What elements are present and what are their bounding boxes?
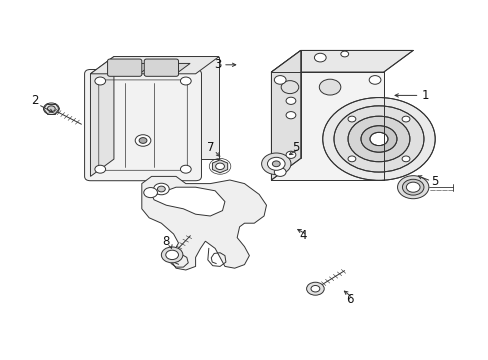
FancyBboxPatch shape bbox=[107, 59, 142, 76]
Polygon shape bbox=[271, 50, 300, 180]
Text: 4: 4 bbox=[299, 229, 306, 242]
Circle shape bbox=[314, 53, 325, 62]
Circle shape bbox=[272, 161, 280, 167]
Circle shape bbox=[322, 98, 434, 180]
Circle shape bbox=[406, 182, 419, 192]
Polygon shape bbox=[271, 50, 412, 72]
Polygon shape bbox=[271, 72, 383, 180]
Circle shape bbox=[285, 97, 295, 104]
Circle shape bbox=[347, 116, 409, 162]
Polygon shape bbox=[110, 63, 153, 74]
Circle shape bbox=[401, 156, 409, 162]
Polygon shape bbox=[212, 160, 227, 173]
Circle shape bbox=[143, 188, 157, 198]
Circle shape bbox=[180, 165, 191, 173]
Circle shape bbox=[135, 135, 150, 146]
Circle shape bbox=[281, 81, 298, 94]
Circle shape bbox=[95, 165, 105, 173]
Circle shape bbox=[165, 250, 178, 260]
Circle shape bbox=[274, 76, 285, 84]
Circle shape bbox=[347, 116, 355, 122]
Circle shape bbox=[95, 77, 105, 85]
Text: 2: 2 bbox=[31, 94, 39, 107]
Circle shape bbox=[397, 176, 428, 199]
Text: 5: 5 bbox=[291, 141, 299, 154]
Polygon shape bbox=[151, 187, 224, 216]
Circle shape bbox=[43, 103, 59, 114]
Circle shape bbox=[368, 76, 380, 84]
FancyBboxPatch shape bbox=[84, 69, 201, 181]
Text: 1: 1 bbox=[421, 89, 428, 102]
Polygon shape bbox=[142, 176, 266, 270]
Text: 5: 5 bbox=[430, 175, 438, 188]
Circle shape bbox=[47, 106, 55, 112]
Text: 7: 7 bbox=[206, 141, 214, 154]
Circle shape bbox=[360, 126, 396, 152]
Text: 6: 6 bbox=[345, 293, 353, 306]
Circle shape bbox=[261, 153, 290, 175]
Circle shape bbox=[139, 138, 146, 143]
Circle shape bbox=[401, 116, 409, 122]
Circle shape bbox=[319, 79, 340, 95]
Circle shape bbox=[161, 247, 183, 263]
Circle shape bbox=[157, 186, 165, 192]
Circle shape bbox=[347, 156, 355, 162]
Circle shape bbox=[402, 179, 423, 195]
Circle shape bbox=[285, 151, 295, 158]
FancyBboxPatch shape bbox=[144, 59, 178, 76]
Circle shape bbox=[267, 157, 285, 170]
Circle shape bbox=[180, 77, 191, 85]
Text: 8: 8 bbox=[162, 235, 170, 248]
Polygon shape bbox=[146, 63, 190, 74]
Circle shape bbox=[333, 106, 423, 172]
Circle shape bbox=[369, 132, 387, 145]
Polygon shape bbox=[114, 57, 219, 159]
Polygon shape bbox=[90, 57, 219, 74]
Circle shape bbox=[215, 163, 224, 170]
Circle shape bbox=[310, 285, 319, 292]
Circle shape bbox=[274, 168, 285, 176]
Circle shape bbox=[153, 183, 169, 195]
Polygon shape bbox=[368, 104, 387, 174]
Circle shape bbox=[306, 282, 324, 295]
Circle shape bbox=[340, 51, 348, 57]
Circle shape bbox=[285, 112, 295, 119]
Polygon shape bbox=[90, 57, 114, 176]
Text: 3: 3 bbox=[213, 58, 221, 71]
